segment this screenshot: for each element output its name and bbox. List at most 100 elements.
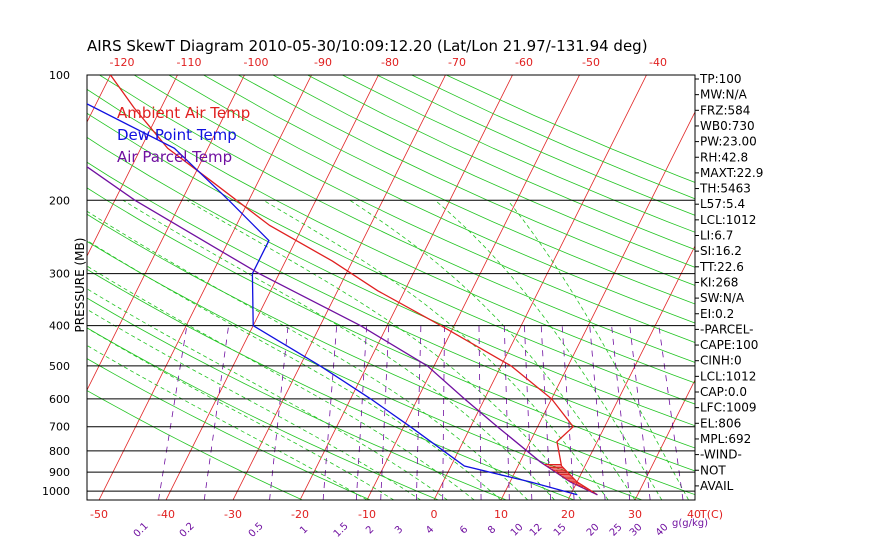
- mixing-ratio-tick-label: 1.5: [332, 521, 351, 540]
- mixing-ratio-tick-label: 0.1: [132, 521, 151, 540]
- bottom-temp-tick-label: 20: [561, 508, 575, 521]
- bottom-temp-tick-label: -50: [90, 508, 108, 521]
- dry-adiabat-line: [87, 390, 303, 500]
- stats-item: MAXT:22.9: [700, 166, 763, 180]
- mixing-ratio-tick-label: 25: [608, 522, 625, 539]
- cape-area: [544, 464, 595, 494]
- legend-item: Air Parcel Temp: [117, 148, 232, 166]
- mixing-ratio-line: [442, 325, 445, 500]
- stats-item: WB0:730: [700, 119, 755, 133]
- pressure-tick-label: 100: [49, 69, 70, 82]
- mixing-ratio-tick-label: 0.5: [247, 521, 266, 540]
- stats-item: SI:16.2: [700, 244, 742, 258]
- stats-item: FRZ:584: [700, 103, 750, 117]
- stats-item: LCL:1012: [700, 369, 756, 383]
- bottom-temp-tick-label: -20: [291, 508, 309, 521]
- air-parcel-temp-line: [87, 166, 598, 496]
- dry-adiabat-line: [87, 88, 695, 384]
- mixing-ratio-tick-label: 40: [654, 522, 671, 539]
- dew-point-temp-line: [87, 103, 578, 496]
- dry-adiabat-line: [87, 358, 371, 500]
- mixing-ratio-line: [589, 325, 606, 500]
- isotherm-line: [165, 75, 379, 500]
- dry-adiabat-line: [238, 75, 695, 286]
- dry-adiabat-line: [87, 297, 507, 500]
- top-temp-tick-label: -110: [177, 56, 202, 69]
- mixing-ratio-line: [158, 325, 188, 500]
- isotherm-line: [567, 245, 695, 500]
- bottom-temp-tick-label: -30: [224, 508, 242, 521]
- moist-adiabat-line: [349, 199, 636, 500]
- isotherm-line: [232, 75, 446, 500]
- pressure-tick-label: 700: [49, 421, 70, 434]
- stats-item: EI:0.2: [700, 307, 734, 321]
- dry-adiabat-line: [87, 327, 439, 500]
- stats-item: KI:268: [700, 275, 738, 289]
- pressure-tick-label: 800: [49, 445, 70, 458]
- top-temp-tick-label: -70: [448, 56, 466, 69]
- dry-adiabat-line: [87, 213, 695, 496]
- pressure-tick-label: 300: [49, 268, 70, 281]
- mixing-ratio-tick-label: 1: [298, 524, 310, 536]
- stats-item: EL:806: [700, 416, 741, 430]
- mixing-ratio-tick-label: 15: [552, 522, 569, 539]
- isotherm-line: [87, 75, 245, 391]
- pressure-tick-label: 1000: [42, 485, 70, 498]
- bottom-temp-tick-label: -40: [157, 508, 175, 521]
- isotherm-line: [634, 379, 695, 500]
- stats-item: SW:N/A: [700, 291, 745, 305]
- dry-adiabat-line: [87, 161, 695, 449]
- legend-item: Ambient Air Temp: [117, 104, 250, 122]
- legend: Ambient Air Temp Dew Point Temp Air Parcel…: [117, 104, 250, 166]
- isotherm-line: [98, 75, 312, 500]
- mixing-ratio-tick-label: 4: [424, 524, 436, 536]
- stats-item: MW:N/A: [700, 88, 748, 102]
- stats-item: LCL:1012: [700, 213, 756, 227]
- mixing-ratio-line: [269, 325, 289, 500]
- isotherm-line: [500, 111, 695, 500]
- mixing-ratio-line: [658, 325, 684, 500]
- dry-adiabat-line: [87, 136, 695, 427]
- isotherm-line: [87, 75, 178, 257]
- plot-frame: [86, 74, 696, 501]
- mixing-ratio-tick-label: 30: [628, 522, 645, 539]
- chart-title: AIRS SkewT Diagram 2010-05-30/10:09:12.2…: [87, 37, 648, 55]
- isotherm-line: [366, 75, 580, 500]
- stats-item: LFC:1009: [700, 401, 757, 415]
- dry-adiabat-line: [99, 75, 695, 363]
- moist-adiabat-line: [186, 199, 582, 500]
- legend-item: Dew Point Temp: [117, 126, 237, 144]
- ambient-air-temp-line: [109, 75, 598, 496]
- moist-adiabat-line: [434, 199, 663, 500]
- mixing-ratio-line: [503, 325, 510, 500]
- pressure-tick-label: 400: [49, 320, 70, 333]
- dry-adiabat-line: [272, 75, 695, 268]
- stats-item: LI:6.7: [700, 229, 733, 243]
- stats-item: -PARCEL-: [700, 322, 754, 336]
- isotherm-line: [836, 75, 870, 500]
- mixing-ratio-axis: 0.1 0.2 0.5 1 1.5 2 3 4 6 8 10 12 15 20 25 30 40 g(g/kg): [132, 518, 708, 540]
- mixing-ratio-tick-label: 0.2: [178, 521, 197, 540]
- mixing-ratio-line: [415, 325, 422, 500]
- top-temp-tick-label: -40: [649, 56, 667, 69]
- stats-item: -WIND-: [700, 448, 742, 462]
- mixing-ratio-line: [380, 325, 390, 500]
- pressure-tick-label: 600: [49, 393, 70, 406]
- isotherm-line: [299, 75, 513, 500]
- temp-unit-label: T(C): [699, 508, 723, 521]
- mixing-ratio-tick-label: 20: [585, 522, 602, 539]
- stats-item: TH:5463: [699, 182, 751, 196]
- isotherm-line: [769, 75, 870, 500]
- moist-adiabat-line: [87, 265, 475, 500]
- stats-item: TP:100: [699, 72, 742, 86]
- mixing-ratio-tick-label: 3: [393, 524, 405, 536]
- top-temp-tick-label: -60: [515, 56, 533, 69]
- stats-item: PW:23.00: [700, 135, 757, 149]
- stats-item: MPL:692: [700, 432, 751, 446]
- pressure-tick-label: 900: [49, 466, 70, 479]
- top-temp-tick-label: -100: [244, 56, 269, 69]
- dry-adiabat-line: [342, 75, 695, 233]
- dry-adiabat-line: [307, 75, 695, 250]
- stats-item: NOT: [700, 463, 726, 477]
